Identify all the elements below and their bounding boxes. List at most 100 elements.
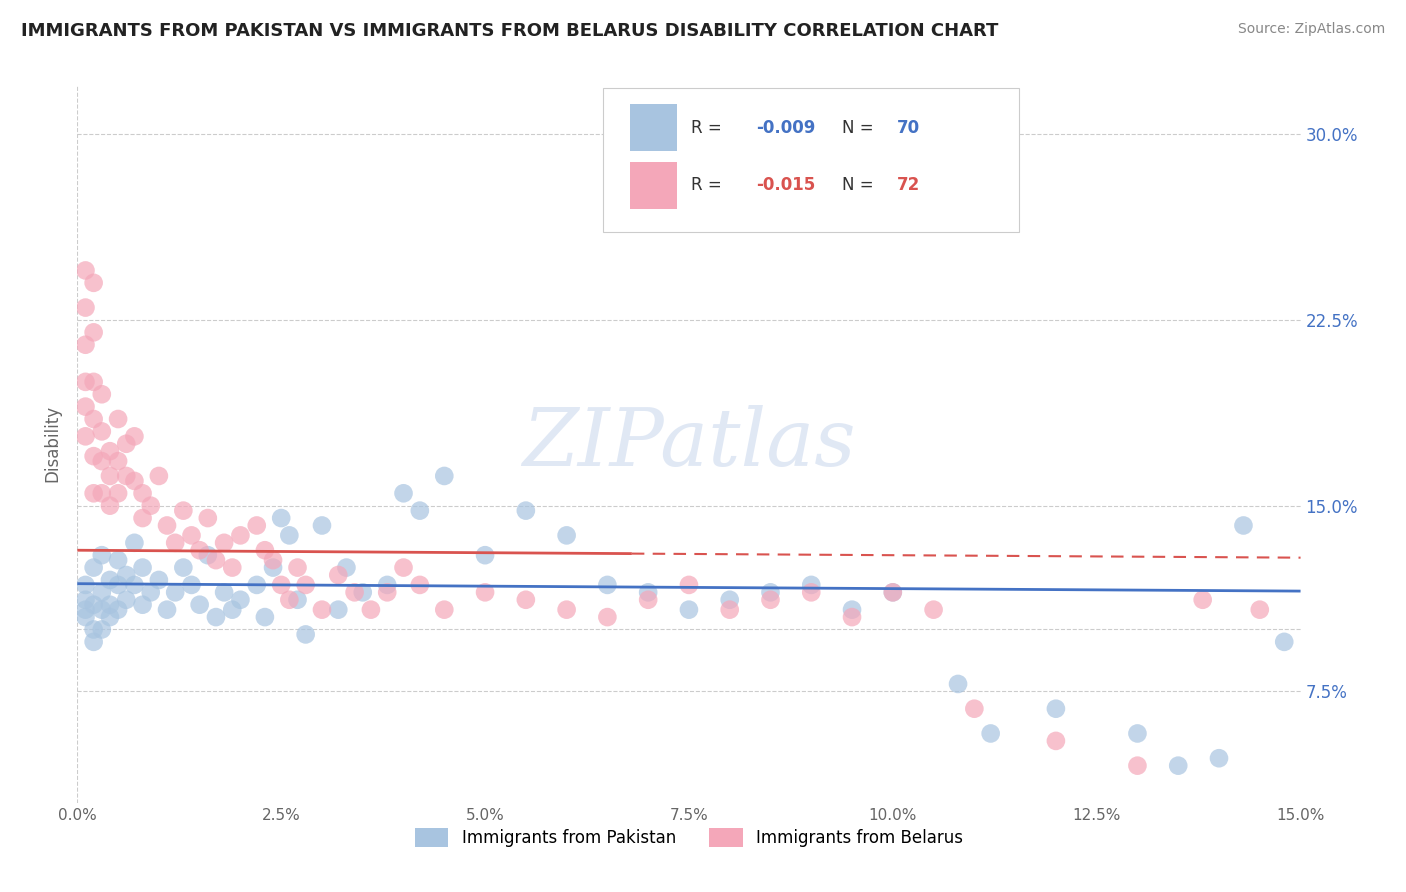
Point bbox=[718, 602, 741, 616]
Point bbox=[188, 598, 211, 612]
Point bbox=[98, 469, 121, 483]
Point bbox=[83, 276, 105, 290]
Point bbox=[596, 578, 619, 592]
Point bbox=[90, 548, 112, 562]
Point bbox=[1191, 592, 1213, 607]
Text: -0.015: -0.015 bbox=[756, 177, 815, 194]
Point bbox=[90, 602, 112, 616]
Point bbox=[980, 726, 1002, 740]
Text: ZIPatlas: ZIPatlas bbox=[522, 405, 856, 483]
Point bbox=[270, 511, 292, 525]
Point bbox=[1167, 758, 1189, 772]
Point bbox=[287, 560, 309, 574]
Y-axis label: Disability: Disability bbox=[44, 405, 62, 483]
Point bbox=[409, 503, 432, 517]
Point bbox=[343, 585, 366, 599]
Text: Source: ZipAtlas.com: Source: ZipAtlas.com bbox=[1237, 22, 1385, 37]
Point bbox=[1045, 734, 1067, 748]
Point bbox=[262, 553, 284, 567]
Point bbox=[474, 585, 496, 599]
Point bbox=[180, 578, 202, 592]
Point bbox=[882, 585, 904, 599]
Point bbox=[172, 560, 194, 574]
Point bbox=[75, 337, 97, 351]
Point bbox=[83, 412, 105, 426]
Point bbox=[75, 592, 97, 607]
Point bbox=[294, 578, 316, 592]
Point bbox=[98, 444, 121, 458]
Point bbox=[841, 610, 863, 624]
Point bbox=[360, 602, 382, 616]
Legend: Immigrants from Pakistan, Immigrants from Belarus: Immigrants from Pakistan, Immigrants fro… bbox=[406, 820, 972, 855]
Text: 70: 70 bbox=[897, 119, 920, 136]
Point bbox=[433, 469, 456, 483]
Point bbox=[115, 568, 138, 582]
Point bbox=[75, 602, 97, 616]
Point bbox=[90, 387, 112, 401]
Point bbox=[83, 326, 105, 340]
Point bbox=[83, 560, 105, 574]
Point bbox=[515, 592, 537, 607]
Text: -0.009: -0.009 bbox=[756, 119, 815, 136]
Point bbox=[637, 585, 659, 599]
Point bbox=[156, 602, 179, 616]
Point bbox=[148, 573, 170, 587]
Point bbox=[841, 602, 863, 616]
Point bbox=[90, 585, 112, 599]
Point bbox=[124, 536, 146, 550]
Point bbox=[75, 610, 97, 624]
Text: R =: R = bbox=[692, 177, 727, 194]
Point bbox=[1232, 518, 1254, 533]
Point bbox=[98, 610, 121, 624]
Point bbox=[212, 585, 235, 599]
Point bbox=[197, 548, 219, 562]
Point bbox=[262, 560, 284, 574]
Point bbox=[1272, 635, 1295, 649]
Point bbox=[678, 602, 700, 616]
Point bbox=[328, 602, 350, 616]
Point bbox=[197, 511, 219, 525]
Point bbox=[555, 602, 578, 616]
FancyBboxPatch shape bbox=[603, 88, 1019, 232]
Point bbox=[253, 610, 276, 624]
Text: N =: N = bbox=[842, 119, 879, 136]
Point bbox=[83, 598, 105, 612]
Point bbox=[131, 560, 153, 574]
Point bbox=[946, 677, 969, 691]
Point bbox=[392, 486, 415, 500]
Point bbox=[800, 578, 823, 592]
Point bbox=[90, 425, 112, 439]
Point bbox=[107, 553, 129, 567]
Point bbox=[1208, 751, 1230, 765]
Point bbox=[375, 578, 398, 592]
Point bbox=[90, 454, 112, 468]
Point bbox=[98, 598, 121, 612]
Point bbox=[165, 585, 187, 599]
Point bbox=[90, 623, 112, 637]
Point bbox=[205, 553, 228, 567]
Point bbox=[759, 592, 782, 607]
Point bbox=[156, 518, 179, 533]
Point bbox=[229, 592, 252, 607]
Point bbox=[246, 518, 269, 533]
Point bbox=[246, 578, 269, 592]
Point bbox=[75, 375, 97, 389]
Point bbox=[98, 499, 121, 513]
Point bbox=[107, 454, 129, 468]
Point bbox=[335, 560, 357, 574]
Text: N =: N = bbox=[842, 177, 879, 194]
Point bbox=[124, 474, 146, 488]
Point bbox=[433, 602, 456, 616]
Point bbox=[596, 610, 619, 624]
Point bbox=[83, 623, 105, 637]
Point bbox=[515, 503, 537, 517]
Point bbox=[311, 602, 333, 616]
Point bbox=[205, 610, 228, 624]
Point bbox=[180, 528, 202, 542]
Point bbox=[98, 573, 121, 587]
Point bbox=[759, 585, 782, 599]
Point bbox=[474, 548, 496, 562]
Point bbox=[1126, 758, 1149, 772]
Point bbox=[124, 578, 146, 592]
Point bbox=[115, 437, 138, 451]
